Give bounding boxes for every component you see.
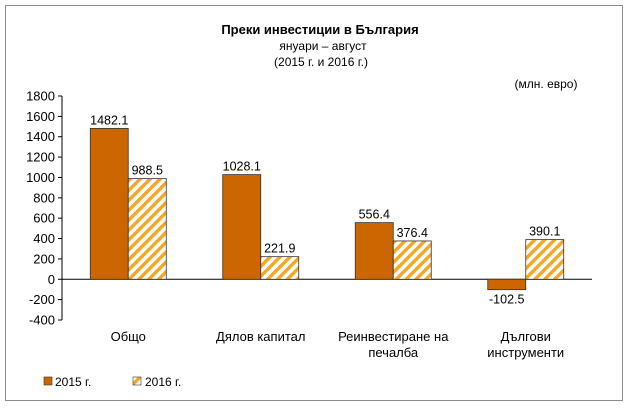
bar-2016-0 — [127, 178, 167, 280]
y-tick-label: 1600 — [26, 109, 55, 124]
bar-2015-0 — [89, 127, 129, 280]
legend: 2015 г. 2016 г. — [43, 375, 181, 389]
bar-2016-3 — [525, 239, 565, 280]
data-label: 221.9 — [264, 242, 295, 256]
category-labels: Общо Дялов капитал Реинвестиране напечалба… — [111, 329, 565, 360]
category-label: Реинвестиране на — [338, 329, 449, 344]
y-tick-label: -200 — [29, 292, 55, 307]
y-tick-label: 0 — [48, 272, 55, 287]
category-label: Дялов капитал — [216, 329, 305, 344]
y-tick-label: 200 — [33, 251, 55, 266]
category-label: Дългови — [501, 329, 551, 344]
data-label: 1482.1 — [90, 113, 128, 127]
data-label: 556.4 — [359, 208, 390, 222]
data-label: 988.5 — [132, 164, 163, 178]
data-label: -102.5 — [489, 293, 524, 307]
category-label: печалба — [368, 345, 419, 360]
y-tick-label: 600 — [33, 211, 55, 226]
bar-2015-3 — [487, 278, 527, 291]
category-label: Общо — [111, 329, 146, 344]
data-labels: 1482.1 988.5 1028.1 221.9 556.4 376.4 -102.5 39… — [90, 113, 560, 306]
category-label: инструменти — [487, 345, 564, 360]
y-tick-label: 400 — [33, 231, 55, 246]
data-label: 376.4 — [397, 226, 428, 240]
y-tick-label: 1400 — [26, 129, 55, 144]
y-tick-label: 1800 — [26, 89, 55, 104]
data-label: 390.1 — [529, 225, 560, 239]
chart-subtitle-line-1: януари – август — [279, 39, 367, 53]
data-label: 1028.1 — [223, 160, 261, 174]
legend-label-2015: 2015 г. — [55, 375, 91, 389]
chart-title: Преки инвестиции в България — [221, 22, 418, 37]
bar-2015-2 — [354, 222, 394, 280]
legend-label-2016: 2016 г. — [145, 375, 181, 389]
y-tick-label: 800 — [33, 190, 55, 205]
unit-label: (млн. евро) — [515, 77, 578, 91]
y-axis: 1800 1600 1400 1200 1000 800 600 400 200 0 -200 -40… — [26, 89, 592, 328]
bar-2016-1 — [260, 256, 300, 280]
bar-2016-2 — [392, 240, 432, 280]
bar-2015-1 — [222, 174, 262, 280]
chart-subtitle-line-2: (2015 г. и 2016 г.) — [274, 55, 368, 69]
legend-swatch-2015 — [43, 376, 53, 386]
y-tick-label: 1200 — [26, 150, 55, 165]
legend-swatch-2016 — [132, 376, 142, 386]
y-tick-label: -400 — [29, 313, 55, 328]
y-tick-label: 1000 — [26, 170, 55, 185]
bars — [89, 127, 565, 291]
